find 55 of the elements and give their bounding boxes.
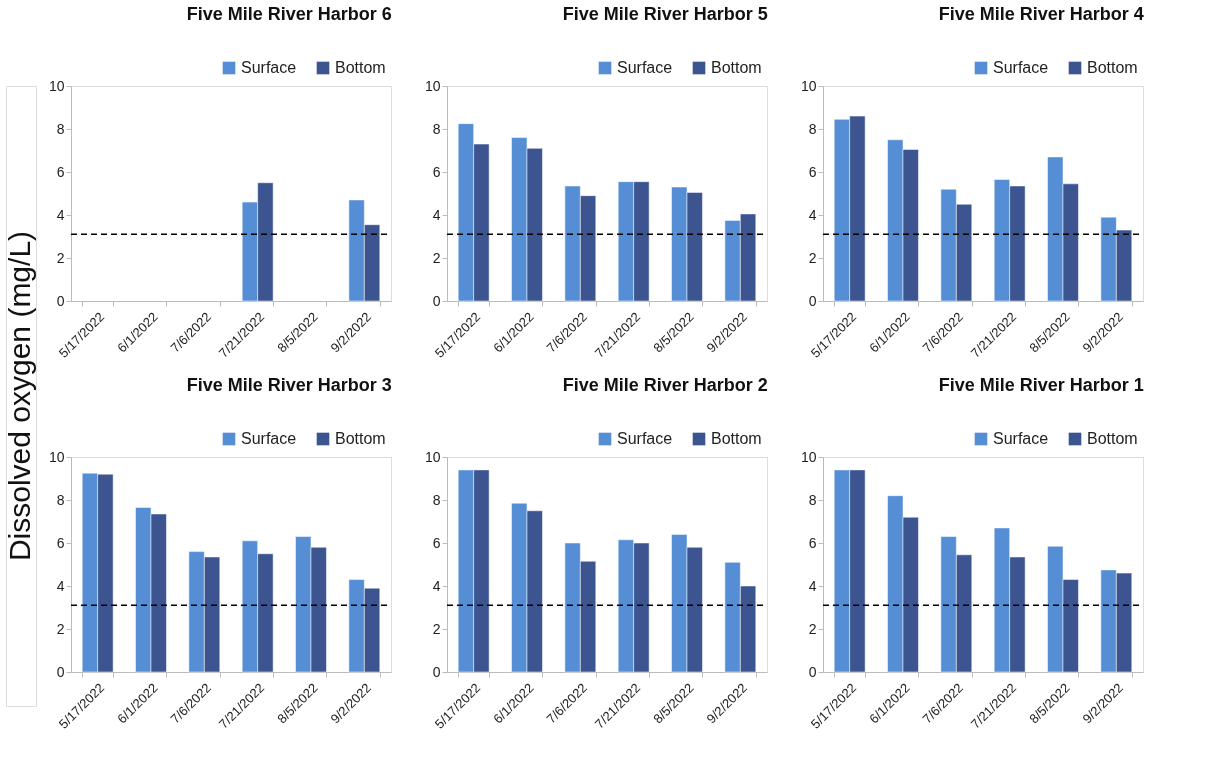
legend-label: Surface: [241, 430, 297, 447]
y-tick-label: 8: [808, 491, 817, 508]
y-tick-label: 6: [808, 534, 817, 551]
chart-title: Five Mile River Harbor 1: [938, 375, 1144, 395]
legend-label: Surface: [617, 430, 673, 447]
y-tick-label: 2: [808, 249, 817, 266]
y-tick-label: 10: [800, 448, 817, 465]
legend-label: Bottom: [335, 430, 386, 447]
chart-title: Five Mile River Harbor 5: [562, 4, 768, 24]
y-tick-label: 0: [432, 663, 441, 680]
y-tick-label: 8: [432, 491, 441, 508]
y-tick-label: 8: [56, 491, 65, 508]
chart-title: Five Mile River Harbor 2: [562, 375, 768, 395]
y-tick-label: 0: [808, 663, 817, 680]
y-tick-label: 2: [432, 249, 441, 266]
legend-label: Surface: [993, 59, 1049, 76]
legend-label: Surface: [617, 59, 673, 76]
legend-label: Bottom: [711, 59, 762, 76]
y-tick-label: 8: [56, 120, 65, 137]
y-tick-label: 6: [432, 534, 441, 551]
y-tick-label: 6: [56, 163, 65, 180]
y-tick-label: 4: [56, 577, 65, 594]
legend-label: Bottom: [1087, 430, 1138, 447]
y-tick-label: 10: [800, 77, 817, 94]
y-tick-label: 8: [808, 120, 817, 137]
chart-title: Five Mile River Harbor 6: [186, 4, 392, 24]
y-tick-label: 2: [808, 620, 817, 637]
chart-title: Five Mile River Harbor 3: [186, 375, 392, 395]
y-axis-title: Dissolved oxygen (mg/L): [3, 230, 36, 562]
y-tick-label: 10: [48, 448, 65, 465]
chart-title: Five Mile River Harbor 4: [938, 4, 1144, 24]
legend-label: Bottom: [1087, 59, 1138, 76]
legend-label: Bottom: [711, 430, 762, 447]
y-tick-label: 4: [808, 577, 817, 594]
y-tick-label: 4: [808, 206, 817, 223]
y-tick-label: 2: [56, 249, 65, 266]
y-tick-label: 10: [424, 448, 441, 465]
y-tick-label: 6: [808, 163, 817, 180]
y-tick-label: 0: [432, 292, 441, 309]
y-tick-label: 0: [56, 292, 65, 309]
legend-label: Bottom: [335, 59, 386, 76]
legend-label: Surface: [993, 430, 1049, 447]
y-tick-label: 4: [432, 206, 441, 223]
y-tick-label: 2: [56, 620, 65, 637]
y-tick-label: 0: [808, 292, 817, 309]
y-tick-label: 4: [56, 206, 65, 223]
y-tick-label: 2: [432, 620, 441, 637]
y-tick-label: 6: [56, 534, 65, 551]
y-tick-label: 0: [56, 663, 65, 680]
legend-label: Surface: [241, 59, 297, 76]
y-tick-label: 10: [424, 77, 441, 94]
y-tick-label: 8: [432, 120, 441, 137]
y-tick-label: 4: [432, 577, 441, 594]
y-tick-label: 10: [48, 77, 65, 94]
y-tick-label: 6: [432, 163, 441, 180]
